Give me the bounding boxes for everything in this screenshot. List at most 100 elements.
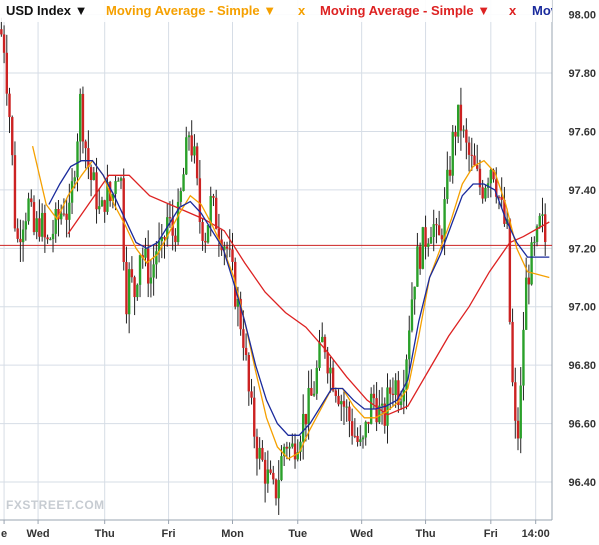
candle [454, 125, 457, 156]
candle-body [291, 443, 294, 447]
candle-body [223, 246, 226, 251]
x-tick-label: Fri [484, 528, 498, 540]
y-tick-label: 98.00 [568, 10, 596, 22]
candle-body [130, 269, 134, 278]
candle-body [19, 238, 22, 243]
candle [527, 264, 531, 305]
candle-body [263, 459, 267, 484]
candle-body [24, 221, 28, 230]
candle [514, 367, 517, 439]
candle [508, 217, 512, 325]
ma-slow-line [67, 174, 550, 416]
indicator-ma-red[interactable]: Moving Average - Simple ▼ [320, 3, 490, 18]
candle-body [535, 226, 539, 242]
candle [198, 160, 202, 234]
candle [122, 168, 125, 271]
candle [511, 308, 514, 387]
candle [87, 130, 90, 180]
candle-body [367, 421, 370, 424]
candle-body [544, 214, 547, 243]
candle-body [454, 132, 457, 137]
y-tick-label: 97.60 [568, 126, 596, 138]
candle-body [462, 129, 465, 131]
candle-body [432, 224, 435, 238]
candle-body [503, 199, 506, 224]
candle-body [274, 479, 278, 499]
x-tick-label: Thu [415, 528, 435, 540]
candle-body [84, 141, 87, 149]
candle-body [301, 413, 305, 442]
candle [323, 334, 327, 359]
candle-body [255, 436, 259, 459]
candle [503, 186, 506, 227]
candle-body [378, 405, 381, 423]
candle-body [138, 255, 142, 285]
candle [350, 408, 354, 445]
candle-body [408, 330, 411, 360]
close-icon[interactable]: x [298, 3, 306, 18]
candle [538, 213, 541, 229]
candle-body [54, 208, 57, 234]
candle [380, 387, 384, 425]
candle [389, 379, 392, 410]
candle [312, 381, 316, 397]
candle-body [397, 380, 400, 406]
candle [386, 373, 389, 444]
candle [318, 329, 321, 371]
candle [98, 188, 101, 215]
candle-body [307, 387, 310, 425]
candle-body [244, 347, 248, 355]
candle-body [446, 169, 449, 200]
x-tick-label: Thu [95, 528, 115, 540]
candle [272, 465, 275, 485]
candle [261, 440, 264, 462]
symbol-selector[interactable]: USD Index ▼ [6, 3, 88, 18]
candle [329, 356, 332, 393]
indicator-ma-blue[interactable]: Mov [532, 3, 552, 18]
candle-body [185, 137, 188, 175]
candle-body [144, 248, 147, 258]
candle [274, 478, 278, 506]
candle [217, 213, 221, 257]
candle-body [497, 196, 501, 198]
candle [427, 238, 430, 257]
candle-body [261, 447, 264, 460]
candle [467, 136, 471, 172]
candle-body [293, 443, 297, 460]
candle [399, 390, 403, 410]
candle-body [125, 262, 128, 315]
candle [2, 25, 6, 64]
candle-body [176, 201, 180, 243]
candle [301, 394, 305, 460]
candle [516, 407, 520, 451]
candle [30, 189, 33, 207]
candle-body [236, 298, 240, 307]
candle-body [43, 212, 47, 238]
candle-body [353, 435, 357, 437]
y-tick-label: 97.40 [568, 185, 596, 197]
candle-body [136, 284, 139, 298]
candle [185, 126, 188, 176]
candle-body [209, 196, 212, 226]
indicator-ma-orange[interactable]: Moving Average - Simple ▼ [106, 3, 276, 18]
candle-body [318, 342, 321, 368]
candle-body [57, 208, 60, 220]
close-icon[interactable]: x [509, 3, 517, 18]
candle [62, 198, 66, 217]
candle [190, 120, 193, 162]
candle-body [282, 446, 286, 457]
candle [345, 399, 348, 422]
candle [19, 219, 22, 263]
candle-body [489, 169, 493, 184]
candle [204, 232, 207, 253]
candle-body [280, 456, 283, 481]
candle-body [2, 34, 6, 53]
candle [342, 390, 346, 425]
candle-body [190, 135, 193, 156]
candle-body [342, 401, 346, 407]
candle [367, 421, 370, 434]
candle [451, 125, 454, 184]
candle [46, 234, 49, 244]
candle [421, 226, 425, 270]
